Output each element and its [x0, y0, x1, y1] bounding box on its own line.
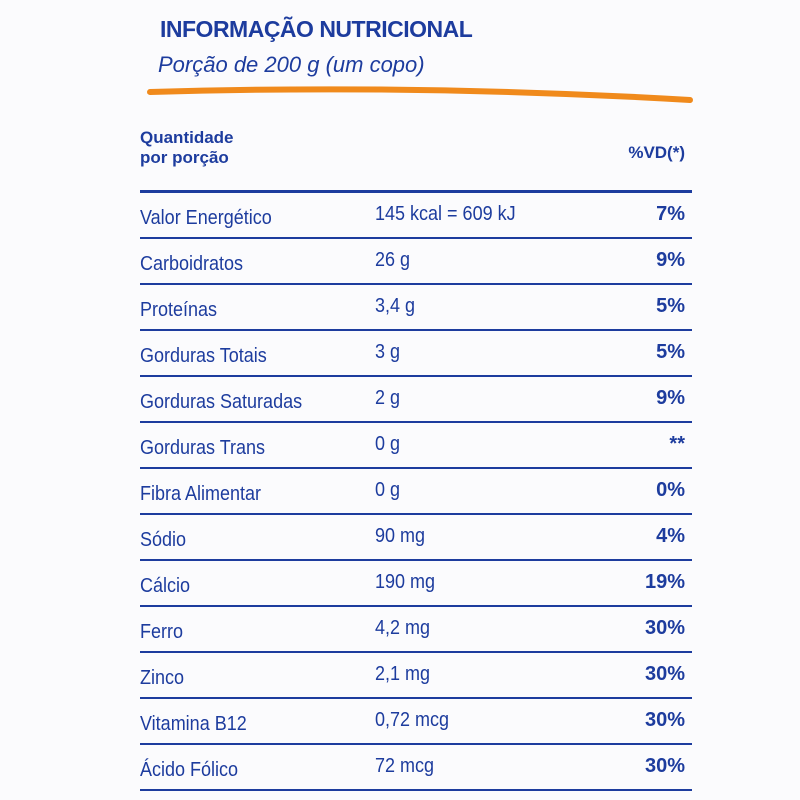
nutrient-vd: 9%	[656, 387, 685, 409]
row-rule	[140, 283, 692, 285]
row-rule	[140, 697, 692, 699]
nutrient-name: Ácido Fólico	[140, 759, 239, 781]
nutrient-name: Carboidratos	[140, 253, 244, 275]
nutrient-vd: 9%	[656, 249, 685, 271]
header-quantity: Quantidade	[140, 128, 234, 147]
nutrient-amount: 2 g	[375, 387, 401, 409]
header-portion: por porção	[140, 148, 229, 167]
nutrient-name: Fibra Alimentar	[140, 483, 262, 505]
nutrient-vd: 30%	[644, 755, 685, 777]
nutrient-vd: 30%	[644, 663, 685, 685]
nutrient-name: Cálcio	[140, 575, 191, 597]
nutrient-amount: 190 mg	[375, 571, 436, 593]
row-rule	[140, 375, 692, 377]
nutrient-vd: **	[669, 433, 685, 455]
nutrient-vd: 30%	[644, 709, 685, 731]
nutrient-name: Valor Energético	[140, 207, 272, 229]
nutrient-vd: 0%	[656, 479, 685, 501]
header-rule	[140, 190, 692, 193]
nutrient-name: Gorduras Totais	[140, 345, 267, 367]
nutrient-name: Proteínas	[140, 299, 218, 321]
row-rule	[140, 513, 692, 515]
subtitle: Porção de 200 g (um copo)	[158, 52, 425, 77]
nutrient-amount: 26 g	[375, 249, 411, 271]
nutrient-name: Sódio	[140, 529, 187, 551]
row-rule	[140, 789, 692, 791]
row-rule	[140, 559, 692, 561]
nutrient-vd: 5%	[656, 341, 685, 363]
nutrient-vd: 4%	[656, 525, 685, 547]
nutrient-amount: 72 mcg	[375, 755, 435, 777]
row-rule	[140, 421, 692, 423]
nutrient-vd: 19%	[644, 571, 685, 593]
header-vd: %VD(*)	[628, 143, 685, 162]
row-rule	[140, 329, 692, 331]
nutrient-amount: 3 g	[375, 341, 401, 363]
nutrient-name: Zinco	[140, 667, 185, 689]
row-rule	[140, 651, 692, 653]
nutrient-amount: 0 g	[375, 479, 401, 501]
nutrient-amount: 145 kcal = 609 kJ	[375, 203, 516, 225]
title: INFORMAÇÃO NUTRICIONAL	[160, 16, 473, 42]
row-rule	[140, 743, 692, 745]
stripe-line	[147, 86, 693, 103]
nutrient-vd: 5%	[656, 295, 685, 317]
nutrient-amount: 0 g	[375, 433, 401, 455]
nutrient-vd: 7%	[656, 203, 685, 225]
row-rule	[140, 605, 692, 607]
nutrient-name: Vitamina B12	[140, 713, 247, 735]
nutrient-amount: 0,72 mcg	[375, 709, 450, 731]
nutrient-amount: 90 mg	[375, 525, 426, 547]
nutrient-amount: 3,4 g	[375, 295, 416, 317]
row-rule	[140, 467, 692, 469]
row-rule	[140, 237, 692, 239]
nutrient-amount: 4,2 mg	[375, 617, 431, 639]
nutrient-name: Ferro	[140, 621, 184, 643]
nutrient-name: Gorduras Trans	[140, 437, 266, 459]
nutrient-vd: 30%	[644, 617, 685, 639]
nutrient-name: Gorduras Saturadas	[140, 391, 303, 413]
nutrient-amount: 2,1 mg	[375, 663, 431, 685]
orange-stripe	[147, 86, 693, 103]
